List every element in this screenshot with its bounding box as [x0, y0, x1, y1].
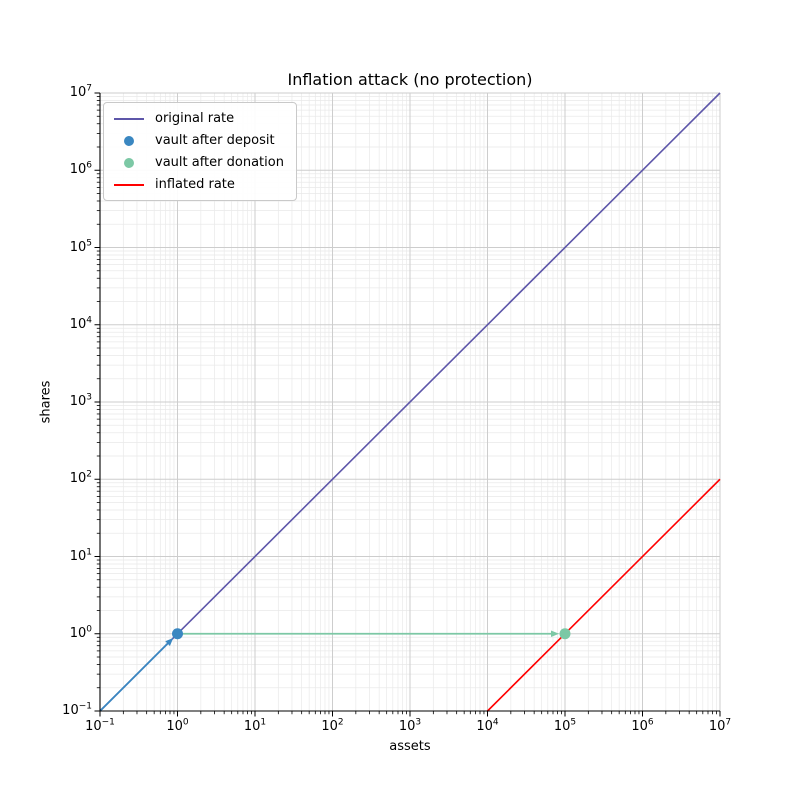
legend-item-label: original rate: [155, 111, 235, 126]
x-tick-label: 105: [553, 717, 577, 734]
legend-item: vault after donation: [113, 155, 284, 170]
arrowhead: [165, 637, 174, 646]
legend-item: inflated rate: [113, 177, 284, 192]
y-tick-label: 104: [69, 315, 92, 332]
x-tick-label: 102: [321, 717, 344, 734]
x-tick-label: 103: [398, 717, 422, 734]
dot-marker-icon: [124, 135, 134, 146]
y-tick-label: 100: [69, 624, 92, 641]
legend: original rate vault after deposit vault af…: [103, 102, 297, 201]
y-tick-label: 10−1: [62, 701, 92, 718]
line-marker-icon: [114, 183, 144, 186]
x-tick-label: 104: [476, 717, 499, 734]
y-tick-label: 106: [69, 160, 92, 178]
point-vault-after-donation: [559, 628, 571, 640]
x-tick-label: 101: [243, 717, 267, 734]
legend-item: vault after deposit: [113, 133, 284, 148]
x-tick-label: 10−1: [85, 717, 115, 734]
y-tick-label: 103: [69, 392, 92, 409]
legend-item-label: inflated rate: [155, 177, 235, 192]
dot-marker-icon: [124, 157, 134, 168]
legend-dot-swatch: [113, 157, 145, 168]
series-deposit-arrow: [99, 642, 169, 712]
y-tick-label: 102: [69, 469, 92, 487]
point-vault-after-deposit: [172, 628, 183, 640]
line-marker-icon: [114, 117, 144, 120]
legend-line-swatch: [113, 117, 145, 120]
x-axis-label: assets: [389, 739, 431, 754]
x-tick-label: 107: [708, 717, 732, 734]
y-tick-label: 107: [69, 83, 92, 100]
x-tick-label: 100: [166, 717, 189, 734]
legend-dot-swatch: [113, 135, 145, 146]
legend-item: original rate: [113, 111, 284, 126]
series-inflated-rate: [486, 478, 721, 712]
y-tick-label: 101: [69, 547, 92, 564]
legend-item-label: vault after deposit: [155, 133, 275, 148]
series-original-rate: [99, 92, 721, 712]
legend-line-swatch: [113, 183, 145, 186]
legend-item-label: vault after donation: [155, 155, 284, 170]
x-tick-label: 106: [631, 717, 654, 734]
arrowhead: [551, 630, 559, 638]
y-tick-label: 105: [69, 238, 92, 255]
chart-title: Inflation attack (no protection): [287, 70, 533, 89]
